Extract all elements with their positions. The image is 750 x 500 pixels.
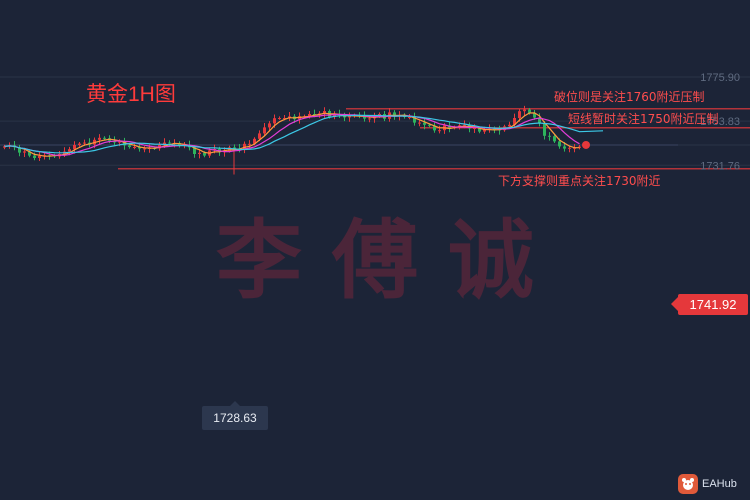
level-label: 短线暂时关注1750附近压制 [568,111,719,126]
eahub-logo[interactable]: EAHub [678,474,737,494]
candle-body [428,124,431,126]
candle-body [133,147,136,148]
brand-name: EAHub [702,478,737,490]
candle-body [233,147,236,149]
candle-body [38,155,41,158]
candle-body [73,145,76,150]
candle-body [483,129,486,132]
candle-body [363,115,366,119]
candle-body [423,122,426,125]
y-tick-label: 1775.90 [700,72,740,84]
candle-body [508,124,511,127]
candle-body [333,114,336,117]
candle-body [513,118,516,125]
candle-body [393,112,396,116]
current-price-tag: 1741.92 [671,294,748,315]
candle-body [533,113,536,118]
candle-body [313,114,316,115]
candle-body [253,138,256,144]
candle-body [523,109,526,112]
swing-low-value: 1728.63 [213,411,257,425]
candle-body [438,130,441,132]
candle-body [348,116,351,118]
candle-body [528,109,531,113]
candle-body [258,133,261,139]
candle-body [203,152,206,156]
candle-body [543,123,546,136]
candle-body [368,118,371,120]
candle-body [308,114,311,117]
candle-body [83,142,86,144]
candle-body [263,127,266,134]
y-tick-label: 1731.76 [700,160,740,172]
candle-body [178,143,181,146]
level-label: 下方支撑则重点关注1730附近 [498,173,661,188]
candle-body [568,147,571,149]
candle-body [28,151,31,156]
moving-average-line [4,113,580,156]
candle-body [268,123,271,128]
candle-body [563,146,566,149]
brand-icon [678,474,698,494]
candle-body [558,141,561,147]
candle-body [273,118,276,124]
candle-body [478,128,481,132]
level-label: 破位则是关注1760附近压制 [554,89,705,104]
candle-body [103,137,106,139]
candle-body [553,136,556,142]
moving-average-line [4,114,604,154]
candle-body [118,141,121,143]
candle-body [323,111,326,114]
candle-body [23,151,26,153]
candle-body [538,117,541,124]
chart-title: 黄金1H图 [86,83,176,106]
candle-body [98,137,101,140]
current-price-value: 1741.92 [689,297,737,312]
candle-body [138,147,141,149]
candle-body [248,143,251,145]
candle-body [243,143,246,150]
candle-body [18,147,21,153]
moving-average-line [4,112,580,157]
candle-body [463,124,466,126]
current-price-dot [582,140,590,149]
candle-body [283,118,286,119]
candle-body [193,147,196,154]
candle-body [68,149,71,152]
candle-body [518,111,521,118]
candle-body [128,145,131,147]
candle-body [278,118,281,119]
candle-body [3,146,6,148]
candle-body [433,125,436,131]
candle-body [548,135,551,137]
candle-body [198,152,201,154]
candle-body [413,117,416,123]
candle-body [168,142,171,144]
candle-body [473,128,476,129]
watermark: 李 傅 诚 [216,211,534,311]
candle-body [78,143,81,145]
candle-body [408,117,411,118]
candle-body [228,147,231,151]
candle-body [418,122,421,124]
candle-body [143,148,146,150]
swing-low-tag: 1728.63 [202,401,268,430]
y-tick-label: 1753.83 [700,116,740,128]
candle-body [33,155,36,158]
